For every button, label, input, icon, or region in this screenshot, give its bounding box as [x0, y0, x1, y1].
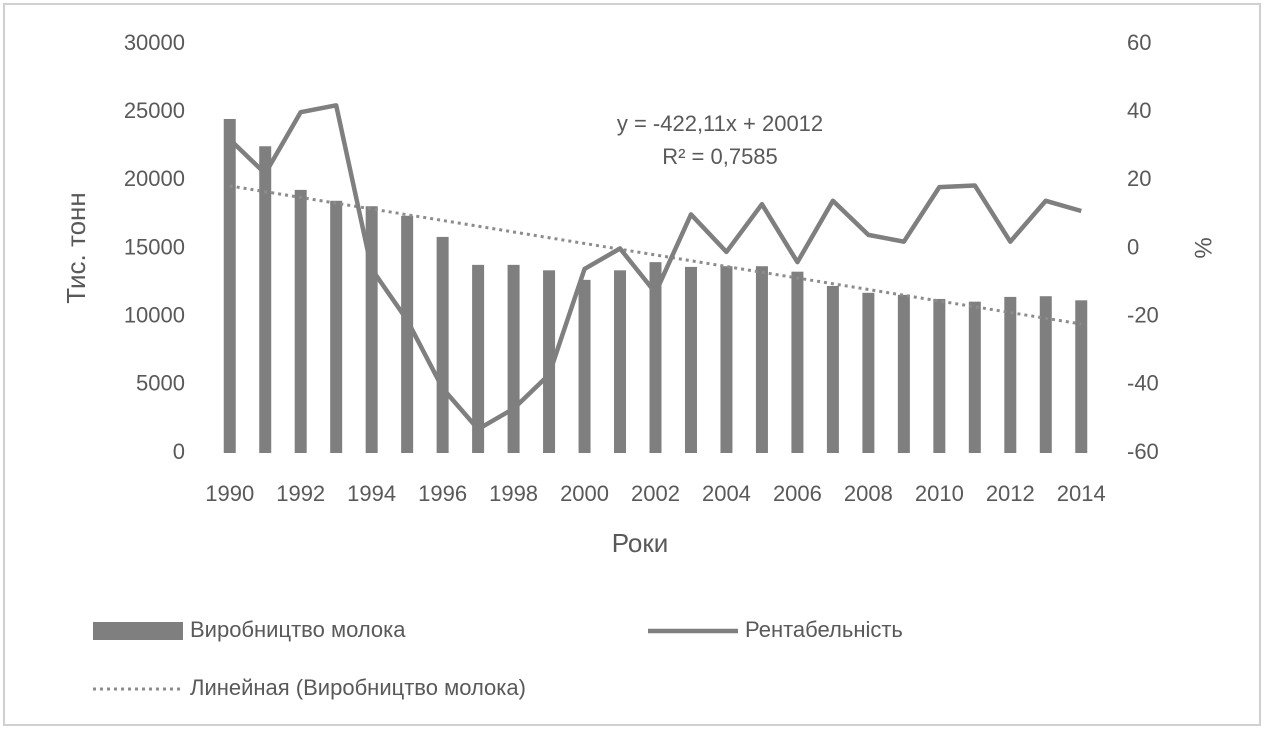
y2-tick-label: -40 [1127, 371, 1159, 396]
y2-tick-label: 0 [1127, 234, 1139, 259]
bar [472, 264, 485, 453]
bar [578, 279, 591, 453]
x-tick-label: 2000 [560, 481, 609, 506]
bar [330, 200, 343, 453]
y2-axis-label: % [1190, 237, 1217, 258]
bar [436, 236, 449, 453]
x-tick-label: 2014 [1057, 481, 1106, 506]
bar [223, 118, 236, 453]
line [228, 103, 1082, 432]
bar [401, 215, 414, 453]
x-tick-label: 1992 [276, 481, 325, 506]
x-tick-label: 2010 [915, 481, 964, 506]
bar [684, 266, 697, 453]
x-tick-label: 2008 [844, 481, 893, 506]
bar [720, 266, 733, 453]
y-tick-label: 15000 [124, 234, 185, 259]
y2-tick-label: 60 [1127, 30, 1151, 55]
y-tick-label: 30000 [124, 30, 185, 55]
trend-equation: y = -422,11x + 20012 [617, 111, 823, 136]
y2-tick-label: 20 [1127, 166, 1151, 191]
x-tick-label: 1994 [347, 481, 396, 506]
bar [968, 301, 981, 453]
chart-border [3, 3, 1261, 726]
y2-tick-label: 40 [1127, 98, 1151, 123]
y-axis-label: Тис. тонн [61, 192, 91, 304]
x-tick-label: 1998 [489, 481, 538, 506]
legend-label: Линейная (Виробництво молока) [190, 675, 526, 700]
bar [543, 270, 556, 453]
bar [507, 264, 520, 453]
x-tick-label: 2004 [702, 481, 751, 506]
bar [294, 189, 307, 454]
bar [614, 270, 627, 453]
x-tick-label: 2006 [773, 481, 822, 506]
y-tick-label: 0 [173, 439, 185, 464]
bar [862, 292, 875, 453]
trend-r2: R² = 0,7585 [662, 144, 778, 169]
bar [933, 298, 946, 453]
legend-swatch [93, 622, 183, 640]
bar [649, 262, 662, 453]
legend-label: Рентабельність [745, 617, 903, 642]
bar [897, 294, 910, 453]
x-tick-label: 1996 [418, 481, 467, 506]
bar [365, 206, 378, 453]
y2-tick-label: -20 [1127, 302, 1159, 327]
y-tick-label: 25000 [124, 98, 185, 123]
bar [1039, 296, 1052, 453]
y-tick-label: 20000 [124, 166, 185, 191]
x-tick-label: 1990 [205, 481, 254, 506]
x-tick-label: 2002 [631, 481, 680, 506]
x-axis-label: Роки [612, 528, 669, 558]
bar [259, 146, 272, 453]
bar [1075, 300, 1088, 453]
y-tick-label: 5000 [136, 371, 185, 396]
bar [826, 285, 839, 453]
bar [1004, 296, 1017, 453]
bar [791, 271, 804, 453]
y2-tick-label: -60 [1127, 439, 1159, 464]
legend-label: Виробництво молока [190, 617, 406, 642]
y-tick-label: 10000 [124, 302, 185, 327]
bar [755, 266, 768, 453]
x-tick-label: 2012 [986, 481, 1035, 506]
